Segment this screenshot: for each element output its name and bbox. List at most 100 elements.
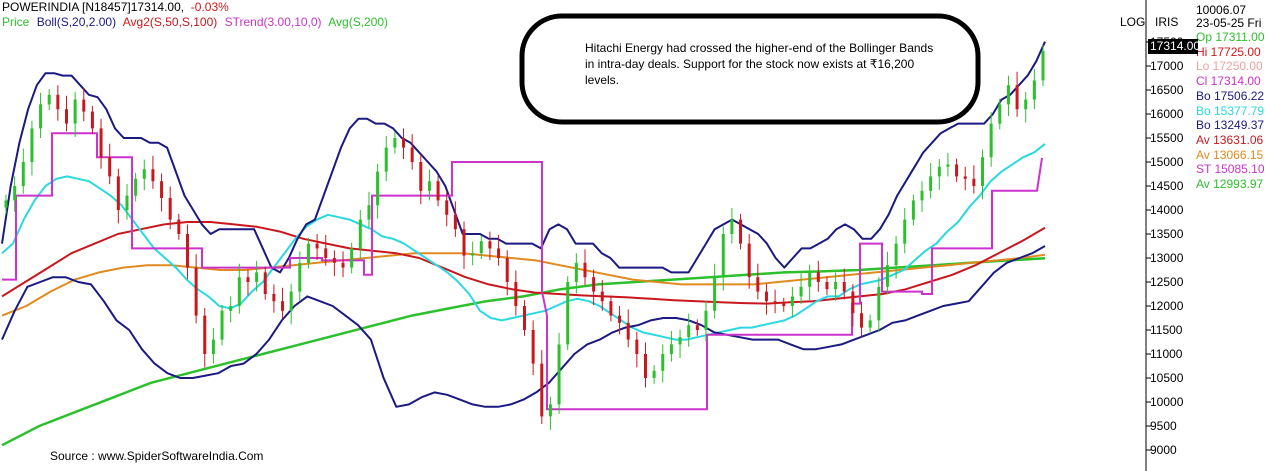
annotation-callout [519,13,981,125]
readout-10: Av 12993.97 [1196,177,1264,191]
tick-label-9500: 9500 [1150,419,1177,433]
candle-body [877,286,881,321]
legend-bollinger[interactable]: Boll(S,20,2.00) [36,15,117,29]
candle-body [211,339,215,354]
readout-9: ST 15085.10 [1196,162,1265,177]
candle-body [21,162,25,186]
candle-body [341,262,345,268]
candle-body [929,176,933,191]
candle-body [1006,85,1010,105]
candle-body [808,272,812,287]
symbol-label: POWERINDIA [N18457] [2,0,131,14]
candle-body [108,157,112,177]
chart-header: POWERINDIA [N18457]17314.00, -0.03% [2,0,229,14]
candle-body [419,162,423,191]
candle-body [695,325,699,330]
tick-label-16000: 16000 [1150,107,1184,121]
candle-body [402,138,406,148]
candle-body [220,310,224,340]
candle-body [13,186,17,201]
readout-5: Bo 15377.79 [1196,103,1265,118]
tick-label-15500: 15500 [1150,131,1184,145]
candle-body [376,171,380,206]
candle-body [1024,99,1028,110]
legend-avg200[interactable]: Avg(S,200) [328,15,389,29]
candle-body [782,303,786,306]
candle-body [177,219,181,234]
candle-body [64,109,68,124]
legend-price[interactable]: Price [2,15,30,29]
candle-body [592,277,596,292]
candle-body [281,301,285,311]
candle-body [125,195,129,210]
candle-body [90,111,94,129]
candle-body [462,229,466,256]
indicator-legend: Price Boll(S,20,2.00) Avg2(S,50,S,100) S… [2,15,392,29]
candle-body [600,291,604,302]
candle-body [47,94,51,105]
candle-body [324,248,328,258]
candle-body [972,178,976,186]
candle-body [246,277,250,282]
candle-body [479,241,483,254]
tick-label-14500: 14500 [1150,179,1184,193]
candle-body [82,99,86,112]
candle-body [229,306,233,311]
candle-body [540,363,544,417]
candle-body [263,272,267,294]
candle-body [799,286,803,297]
candle-body [134,178,138,196]
readout-8: Av 13066.15 [1196,147,1264,162]
price-axis: 9000 9500 10000 10500 11000 11500 12000 12500 13… [1146,35,1184,457]
readout-6: Bo 13249.37 [1196,118,1265,133]
candle-body [618,315,622,323]
legend-avg2[interactable]: Avg2(S,50,S,100) [122,15,218,29]
candle-body [885,265,889,287]
iris-toggle[interactable]: IRIS [1155,15,1179,29]
bar-date: 23-05-25 Fri [1196,16,1262,30]
candle-body [445,200,449,215]
candle-body [505,258,509,282]
tick-label-12000: 12000 [1150,299,1184,313]
series-layer [1,41,1046,447]
candle-body [289,291,293,311]
readout-4: Bo 17506.22 [1196,88,1265,103]
legend-supertrend[interactable]: STrend(3.00,10,0) [224,15,322,29]
candle-body [350,248,354,268]
candle-body [393,138,397,148]
candle-body [39,104,43,129]
tick-label-11500: 11500 [1150,323,1183,337]
candle-body [920,190,924,201]
candle-body [358,219,362,249]
tick-label-15000: 15000 [1150,155,1184,169]
candle-body [30,128,34,162]
candle-body [816,272,820,282]
candle-body [116,176,120,210]
candle-body [626,322,630,340]
log-toggle[interactable]: LOG [1120,15,1146,29]
candle-body [790,296,794,306]
annotation-text: Hitachi Energy had crossed the higher-en… [585,41,934,87]
last-price: 17314.00, [130,0,185,14]
candle-body [298,262,302,292]
candle-body [842,282,846,292]
candle-body [185,234,189,268]
candle-body [1032,80,1036,100]
candle-body [194,267,198,316]
candle-body [911,200,915,220]
tick-label-13500: 13500 [1150,227,1184,241]
candle-body [384,147,388,172]
candle-body [963,176,967,179]
candle-body [730,219,734,234]
candle-body [687,325,691,338]
candle-body [99,128,103,158]
candle-body [557,344,561,405]
candle-body [73,99,77,124]
candle-body [332,258,336,263]
candle-body [523,306,526,330]
candle-body [652,370,656,378]
tick-label-13000: 13000 [1150,251,1184,265]
candle-body [756,277,760,292]
candle-body [713,277,717,311]
